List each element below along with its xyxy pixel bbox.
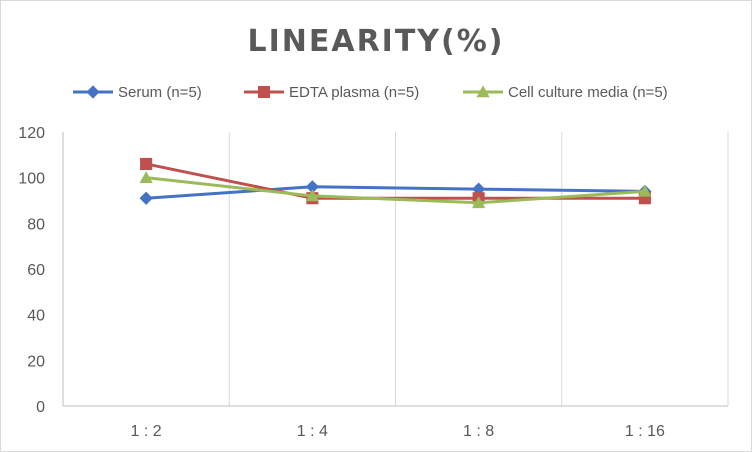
series-line [146, 185, 645, 200]
legend-marker [476, 85, 490, 98]
y-tick-label: 40 [27, 308, 45, 325]
grid [228, 132, 729, 406]
x-tick-label: 1 : 4 [297, 423, 328, 440]
data-point [472, 196, 486, 209]
legend-marker [86, 85, 100, 99]
axes: 0 20 40 60 80 100 120 1 : 2 1 : 4 1 : 8 1 : 16 [18, 125, 728, 440]
x-tick-label: 1 : 8 [463, 423, 494, 440]
series-layer [139, 157, 652, 209]
data-point [139, 171, 153, 183]
y-tick-label: 100 [18, 171, 45, 188]
x-tick-label: 1 : 16 [625, 423, 665, 440]
y-tick-label: 120 [18, 125, 45, 142]
legend-label: EDTA plasma (n=5) [289, 84, 419, 101]
data-point [140, 157, 153, 171]
y-tick-label: 20 [27, 353, 45, 370]
y-tick-label: 80 [27, 216, 45, 233]
series-line [145, 176, 645, 205]
legend: Serum (n=5) EDTA plasma (n=5) Cell culture… [73, 84, 668, 101]
legend-entry: Serum (n=5) [73, 84, 202, 101]
data-point [139, 191, 153, 205]
legend-marker [257, 85, 271, 99]
legend-label: Serum (n=5) [118, 84, 202, 101]
data-point [305, 180, 319, 194]
legend-entry: EDTA plasma (n=5) [244, 84, 419, 101]
y-tick-label: 0 [36, 399, 45, 416]
data-point [638, 184, 652, 197]
chart-title: LINEARITY(%) [247, 24, 504, 59]
data-point [305, 189, 319, 202]
y-tick-label: 60 [27, 262, 45, 279]
legend-label: Cell culture media (n=5) [508, 84, 668, 101]
series-3 [139, 171, 652, 209]
legend-entry: Cell culture media (n=5) [463, 84, 668, 101]
x-tick-label: 1 : 2 [131, 423, 162, 440]
